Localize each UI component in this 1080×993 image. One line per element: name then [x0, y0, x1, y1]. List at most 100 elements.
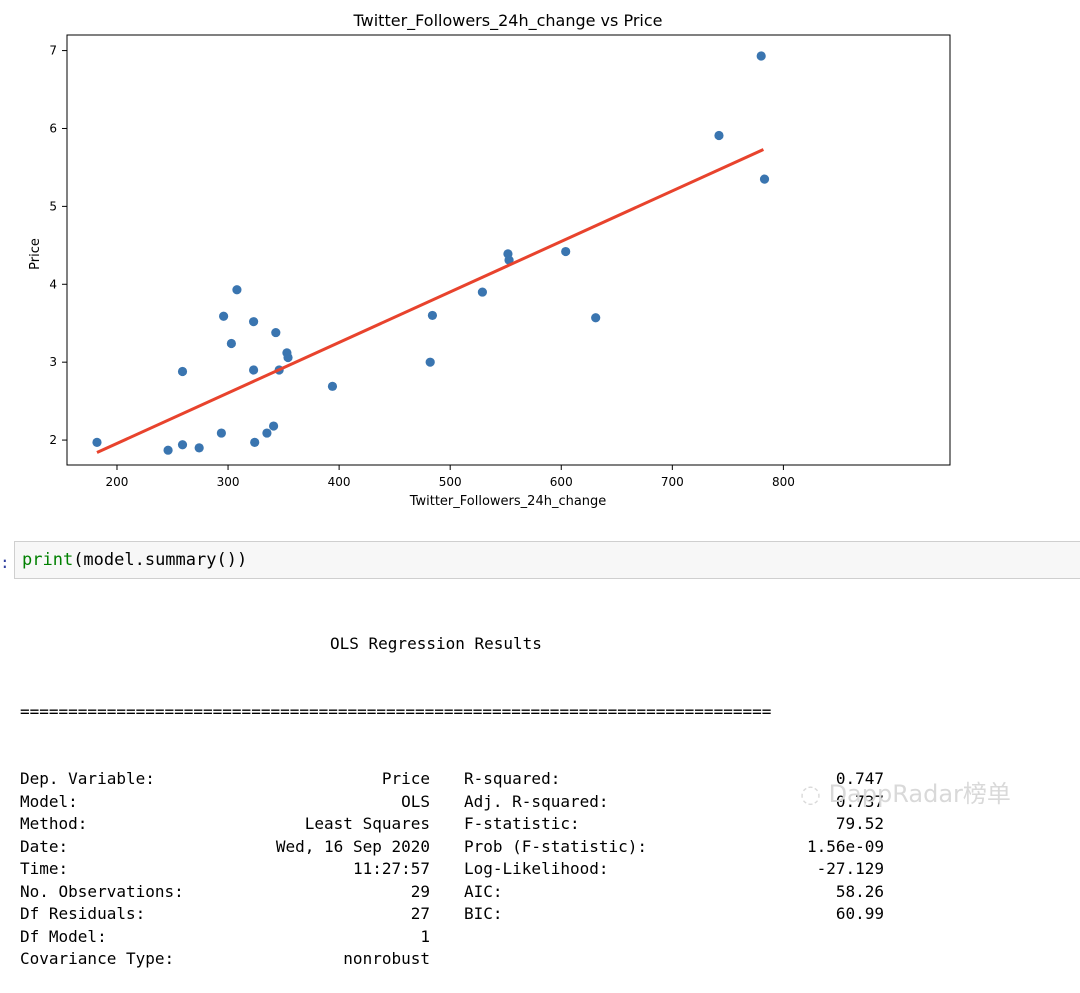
regression-line [96, 148, 765, 454]
x-tick-label: 600 [550, 475, 573, 489]
x-tick-label: 500 [439, 475, 462, 489]
data-point [268, 421, 279, 431]
data-point [504, 255, 514, 265]
data-point [163, 445, 173, 455]
scatter-chart: Twitter_Followers_24h_change vs Price 20… [28, 11, 951, 509]
data-point [271, 327, 281, 338]
summary-v2: -27.129 [816, 859, 884, 878]
summary-v2: 0.737 [835, 791, 884, 811]
y-tick-label: 6 [49, 121, 57, 135]
summary-l1: Model: [20, 791, 78, 811]
data-point [591, 313, 601, 323]
data-point [216, 428, 226, 438]
data-point [92, 437, 102, 448]
summary-l1: Covariance Type: [20, 949, 175, 968]
data-point [248, 365, 259, 375]
x-tick-label: 400 [328, 475, 351, 489]
summary-v2: 60.99 [835, 904, 884, 923]
summary-v1: 11:27:57 [352, 859, 430, 878]
summary-row: Time: 11:27:57 Log-Likelihood: -27.129 [20, 858, 884, 881]
summary-l2: Prob (F-statistic): [464, 836, 648, 856]
x-tick-label: 300 [217, 475, 240, 489]
data-point [177, 366, 188, 377]
y-tick-label: 2 [49, 433, 57, 447]
wechat-icon: ◌ [800, 780, 829, 808]
summary-v1: Wed, 16 Sep 2020 [275, 836, 430, 856]
summary-l1: Df Residuals: [20, 904, 146, 923]
summary-l1: Method: [20, 814, 88, 833]
y-tick-label: 3 [49, 355, 57, 369]
summary-l1: Time: [20, 859, 69, 878]
x-tick-label: 700 [661, 475, 684, 489]
y-tick-label: 7 [49, 44, 57, 58]
y-tick-label: 5 [49, 199, 57, 213]
data-point [283, 352, 293, 363]
data-point [226, 338, 236, 349]
watermark: ◌ DappRadar榜单 [800, 774, 1011, 809]
y-axis-ticks: 2 3 4 5 6 7 [49, 44, 67, 447]
data-point [714, 130, 724, 141]
summary-l2: AIC: [464, 881, 503, 901]
x-axis-label: Twitter_Followers_24h_change [409, 494, 607, 509]
summary-row: Covariance Type: nonrobust [20, 948, 884, 971]
summary-l1: Df Model: [20, 926, 107, 946]
data-point [219, 311, 229, 321]
x-tick-label: 800 [772, 475, 795, 489]
summary-separator: ========================================… [20, 701, 772, 721]
data-point [177, 440, 188, 450]
data-point [427, 310, 438, 321]
summary-title: OLS Regression Results [330, 634, 542, 653]
chart-title: Twitter_Followers_24h_change vs Price [353, 11, 663, 31]
summary-row: Method: Least Squares F-statistic: 79.52 [20, 813, 884, 836]
summary-l2: R-squared: [464, 769, 561, 788]
data-point [759, 174, 770, 184]
summary-v1: OLS [401, 791, 430, 811]
summary-v1: 27 [410, 904, 430, 923]
data-point [756, 51, 766, 61]
data-point [194, 443, 204, 453]
summary-l1: No. Observations: [20, 881, 184, 901]
summary-l2: Adj. R-squared: [464, 791, 609, 811]
summary-table: Dep. Variable: Price R-squared: 0.747 Model:… [20, 768, 884, 971]
summary-v1: 29 [410, 881, 430, 901]
summary-row: Date: Wed, 16 Sep 2020 Prob (F-statistic):… [20, 836, 884, 859]
summary-v2: 58.26 [835, 881, 884, 901]
data-point [561, 246, 571, 257]
summary-row: Df Residuals: 27 BIC: 60.99 [20, 903, 884, 926]
summary-l2: BIC: [464, 904, 503, 923]
data-point [250, 437, 260, 448]
watermark-text: DappRadar榜单 [828, 780, 1011, 808]
code-text[interactable]: print(model.summary()) [22, 550, 247, 570]
data-points [92, 51, 770, 455]
code-function: print [22, 550, 74, 570]
summary-row: No. Observations: 29 AIC: 58.26 [20, 881, 884, 904]
data-point [262, 428, 272, 438]
y-axis-label: Price [28, 238, 43, 270]
summary-l1: Dep. Variable: [20, 769, 155, 788]
summary-l2: Log-Likelihood: [464, 859, 609, 878]
summary-row: Model: OLS Adj. R-squared: 0.737 [20, 791, 884, 814]
data-point [327, 381, 338, 391]
summary-v1: 1 [420, 926, 430, 946]
summary-v2: 79.52 [835, 814, 884, 833]
summary-row: Dep. Variable: Price R-squared: 0.747 [20, 768, 884, 791]
code-cell[interactable]: print(model.summary()) [14, 541, 1080, 579]
summary-v2: 1.56e-09 [806, 836, 884, 856]
code-args: (model.summary()) [73, 550, 248, 570]
summary-v1: Price [381, 769, 430, 788]
x-tick-label: 200 [106, 475, 129, 489]
summary-v2: 0.747 [835, 769, 884, 788]
y-tick-label: 4 [49, 277, 57, 291]
data-point [232, 285, 242, 295]
summary-l2: F-statistic: [464, 814, 580, 833]
summary-l1: Date: [20, 836, 69, 856]
summary-v1: Least Squares [304, 814, 430, 833]
cell-prompt: : [0, 553, 10, 572]
data-point [425, 357, 435, 367]
data-point [248, 317, 259, 327]
x-axis-ticks: 200 300 400 500 600 700 800 [106, 465, 795, 489]
summary-v1: nonrobust [343, 949, 430, 968]
data-point [477, 287, 487, 297]
summary-row: Df Model: 1 [20, 926, 884, 949]
summary-output: OLS Regression Results =================… [20, 588, 884, 993]
